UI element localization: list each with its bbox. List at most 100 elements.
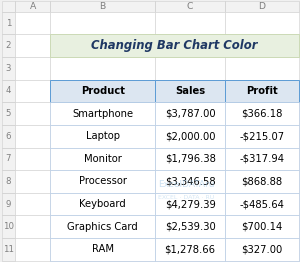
FancyBboxPatch shape bbox=[155, 148, 225, 170]
FancyBboxPatch shape bbox=[50, 148, 155, 170]
FancyBboxPatch shape bbox=[155, 57, 225, 80]
Text: 7: 7 bbox=[6, 154, 11, 163]
Text: Smartphone: Smartphone bbox=[72, 108, 133, 118]
FancyBboxPatch shape bbox=[225, 193, 298, 215]
Text: $2,000.00: $2,000.00 bbox=[165, 131, 215, 141]
FancyBboxPatch shape bbox=[225, 80, 298, 102]
FancyBboxPatch shape bbox=[225, 215, 298, 238]
FancyBboxPatch shape bbox=[50, 34, 155, 57]
FancyBboxPatch shape bbox=[16, 215, 50, 238]
FancyBboxPatch shape bbox=[50, 238, 155, 261]
FancyBboxPatch shape bbox=[155, 238, 225, 261]
FancyBboxPatch shape bbox=[155, 80, 225, 102]
Text: Graphics Card: Graphics Card bbox=[67, 222, 138, 232]
FancyBboxPatch shape bbox=[50, 80, 155, 102]
Text: RAM: RAM bbox=[92, 244, 114, 254]
FancyBboxPatch shape bbox=[16, 57, 50, 80]
Text: -$485.64: -$485.64 bbox=[239, 199, 284, 209]
Text: B: B bbox=[100, 2, 106, 11]
FancyBboxPatch shape bbox=[50, 193, 155, 215]
FancyBboxPatch shape bbox=[155, 193, 225, 215]
Text: 8: 8 bbox=[6, 177, 11, 186]
FancyBboxPatch shape bbox=[50, 102, 155, 125]
FancyBboxPatch shape bbox=[50, 238, 155, 261]
FancyBboxPatch shape bbox=[225, 193, 298, 215]
FancyBboxPatch shape bbox=[155, 125, 225, 148]
FancyBboxPatch shape bbox=[225, 102, 298, 125]
Text: Sales: Sales bbox=[175, 86, 205, 96]
FancyBboxPatch shape bbox=[50, 57, 155, 80]
Text: Changing Bar Chart Color: Changing Bar Chart Color bbox=[91, 39, 257, 52]
Text: $1,278.66: $1,278.66 bbox=[165, 244, 216, 254]
FancyBboxPatch shape bbox=[16, 125, 50, 148]
Text: Laptop: Laptop bbox=[85, 131, 120, 141]
FancyBboxPatch shape bbox=[2, 170, 16, 193]
FancyBboxPatch shape bbox=[225, 238, 298, 261]
FancyBboxPatch shape bbox=[2, 193, 16, 215]
Text: EXCEL · DATA · RU: EXCEL · DATA · RU bbox=[158, 195, 214, 200]
FancyBboxPatch shape bbox=[16, 12, 50, 34]
Text: -$317.94: -$317.94 bbox=[239, 154, 284, 164]
FancyBboxPatch shape bbox=[225, 12, 298, 34]
Text: 5: 5 bbox=[6, 109, 11, 118]
Text: -$215.07: -$215.07 bbox=[239, 131, 284, 141]
FancyBboxPatch shape bbox=[50, 102, 155, 125]
FancyBboxPatch shape bbox=[2, 125, 16, 148]
Text: 3: 3 bbox=[6, 64, 11, 73]
FancyBboxPatch shape bbox=[2, 102, 16, 125]
FancyBboxPatch shape bbox=[225, 215, 298, 238]
FancyBboxPatch shape bbox=[50, 170, 155, 193]
Text: $2,539.30: $2,539.30 bbox=[165, 222, 215, 232]
FancyBboxPatch shape bbox=[50, 148, 155, 170]
FancyBboxPatch shape bbox=[50, 215, 155, 238]
FancyBboxPatch shape bbox=[225, 170, 298, 193]
FancyBboxPatch shape bbox=[50, 215, 155, 238]
Text: $3,787.00: $3,787.00 bbox=[165, 108, 215, 118]
Text: $366.18: $366.18 bbox=[241, 108, 282, 118]
FancyBboxPatch shape bbox=[225, 238, 298, 261]
Text: Monitor: Monitor bbox=[84, 154, 122, 164]
FancyBboxPatch shape bbox=[225, 1, 298, 12]
Text: 2: 2 bbox=[6, 41, 11, 50]
FancyBboxPatch shape bbox=[155, 148, 225, 170]
FancyBboxPatch shape bbox=[16, 34, 50, 57]
FancyBboxPatch shape bbox=[2, 57, 16, 80]
FancyBboxPatch shape bbox=[2, 80, 16, 102]
FancyBboxPatch shape bbox=[225, 34, 298, 57]
Text: $327.00: $327.00 bbox=[241, 244, 282, 254]
FancyBboxPatch shape bbox=[16, 170, 50, 193]
FancyBboxPatch shape bbox=[225, 57, 298, 80]
FancyBboxPatch shape bbox=[155, 238, 225, 261]
FancyBboxPatch shape bbox=[50, 170, 155, 193]
Text: $700.14: $700.14 bbox=[241, 222, 282, 232]
FancyBboxPatch shape bbox=[155, 1, 225, 12]
FancyBboxPatch shape bbox=[155, 102, 225, 125]
FancyBboxPatch shape bbox=[225, 125, 298, 148]
Text: 11: 11 bbox=[3, 245, 14, 254]
Text: ExcelDATAru: ExcelDATAru bbox=[158, 180, 214, 189]
FancyBboxPatch shape bbox=[16, 193, 50, 215]
FancyBboxPatch shape bbox=[155, 215, 225, 238]
FancyBboxPatch shape bbox=[225, 125, 298, 148]
Text: C: C bbox=[187, 2, 193, 11]
FancyBboxPatch shape bbox=[16, 238, 50, 261]
Text: 4: 4 bbox=[6, 86, 11, 95]
FancyBboxPatch shape bbox=[16, 148, 50, 170]
FancyBboxPatch shape bbox=[155, 170, 225, 193]
FancyBboxPatch shape bbox=[225, 170, 298, 193]
FancyBboxPatch shape bbox=[155, 34, 225, 57]
Text: Product: Product bbox=[81, 86, 124, 96]
FancyBboxPatch shape bbox=[50, 1, 155, 12]
Text: $1,796.38: $1,796.38 bbox=[165, 154, 215, 164]
FancyBboxPatch shape bbox=[2, 34, 16, 57]
FancyBboxPatch shape bbox=[2, 1, 298, 261]
FancyBboxPatch shape bbox=[16, 80, 50, 102]
Text: D: D bbox=[258, 2, 265, 11]
FancyBboxPatch shape bbox=[50, 34, 298, 57]
FancyBboxPatch shape bbox=[2, 215, 16, 238]
FancyBboxPatch shape bbox=[16, 102, 50, 125]
FancyBboxPatch shape bbox=[2, 12, 16, 34]
FancyBboxPatch shape bbox=[155, 102, 225, 125]
Text: 10: 10 bbox=[3, 222, 14, 231]
FancyBboxPatch shape bbox=[50, 80, 155, 102]
